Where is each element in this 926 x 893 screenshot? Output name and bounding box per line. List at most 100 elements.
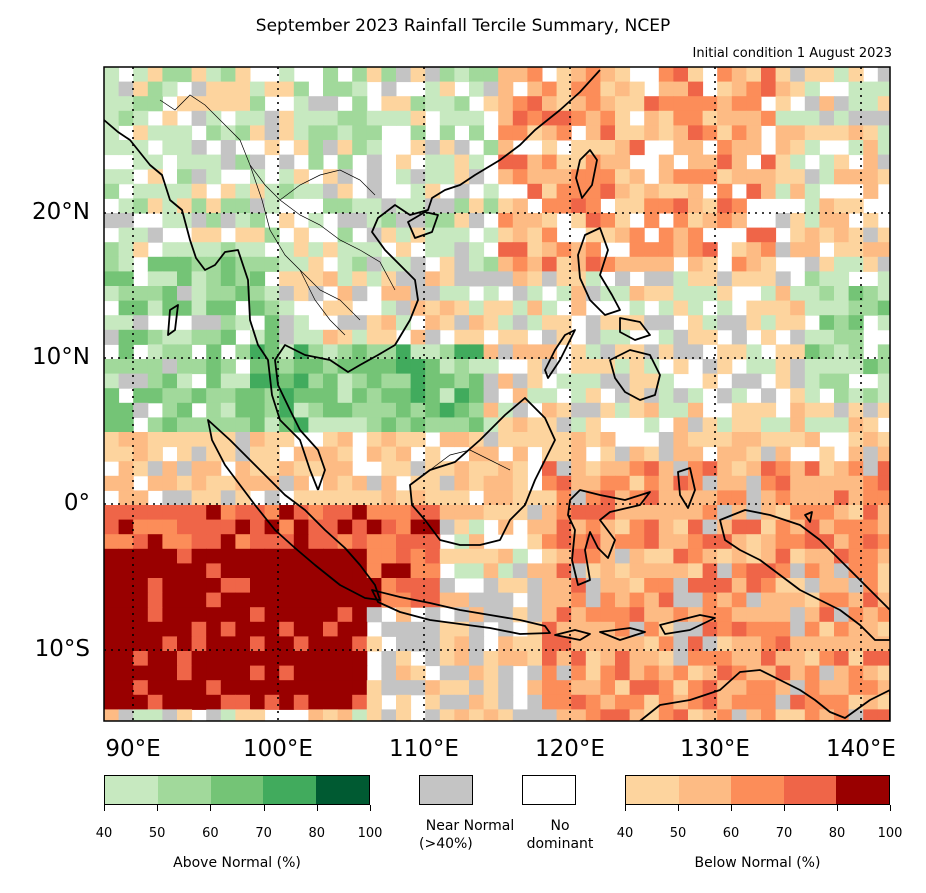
grid-cell xyxy=(644,578,660,594)
grid-cell xyxy=(629,140,645,156)
grid-cell xyxy=(761,329,777,345)
no-dominant-swatch xyxy=(522,775,576,805)
grid-cell xyxy=(819,359,835,375)
grid-cell xyxy=(688,563,704,579)
grid-cell xyxy=(644,694,660,710)
grid-cell xyxy=(206,490,222,506)
grid-cell xyxy=(629,505,645,521)
grid-cell xyxy=(396,709,412,721)
grid-cell xyxy=(658,475,674,491)
grid-cell xyxy=(177,432,193,448)
grid-cell xyxy=(469,519,485,535)
grid-cell xyxy=(308,388,324,404)
grid-cell xyxy=(177,519,193,535)
grid-cell xyxy=(323,198,339,214)
grid-cell xyxy=(702,694,718,710)
grid-cell xyxy=(571,680,587,696)
grid-cell xyxy=(323,461,339,477)
grid-cell xyxy=(439,344,455,360)
grid-cell xyxy=(585,110,601,126)
grid-cell xyxy=(731,154,747,170)
grid-cell xyxy=(731,563,747,579)
grid-cell xyxy=(425,563,441,579)
grid-cell xyxy=(819,110,835,126)
grid-cell xyxy=(877,694,890,710)
grid-cell xyxy=(717,183,733,199)
grid-cell xyxy=(746,402,762,418)
grid-cell xyxy=(410,680,426,696)
grid-cell xyxy=(162,359,178,375)
grid-cell xyxy=(177,665,193,681)
grid-cell xyxy=(600,213,616,229)
grid-cell xyxy=(600,607,616,623)
grid-cell xyxy=(250,110,266,126)
grid-cell xyxy=(527,563,543,579)
grid-cell xyxy=(498,329,514,345)
grid-cell xyxy=(469,548,485,564)
grid-cell xyxy=(469,680,485,696)
grid-cell xyxy=(731,256,747,272)
grid-cell xyxy=(761,475,777,491)
grid-cell xyxy=(761,256,777,272)
grid-cell xyxy=(600,359,616,375)
grid-cell xyxy=(293,548,309,564)
grid-cell xyxy=(585,417,601,433)
grid-cell xyxy=(469,329,485,345)
grid-cell xyxy=(746,432,762,448)
grid-cell xyxy=(629,198,645,214)
grid-cell xyxy=(352,271,368,287)
grid-cell xyxy=(600,651,616,667)
grid-cell xyxy=(731,446,747,462)
grid-cell xyxy=(352,96,368,112)
grid-cell xyxy=(688,505,704,521)
grid-cell xyxy=(352,475,368,491)
grid-cell xyxy=(177,242,193,258)
grid-cell xyxy=(469,125,485,141)
grid-cell xyxy=(527,607,543,623)
grid-cell xyxy=(104,519,120,535)
grid-cell xyxy=(600,81,616,97)
grid-cell xyxy=(688,329,704,345)
grid-cell xyxy=(250,548,266,564)
grid-cell xyxy=(396,242,412,258)
grid-cell xyxy=(790,300,806,316)
grid-cell xyxy=(834,694,850,710)
grid-cell xyxy=(527,636,543,652)
grid-cell xyxy=(177,140,193,156)
grid-cell xyxy=(162,534,178,550)
grid-cell xyxy=(235,694,251,710)
grid-cell xyxy=(775,359,791,375)
grid-cell xyxy=(775,183,791,199)
grid-cell xyxy=(337,315,353,331)
grid-cell xyxy=(717,651,733,667)
grid-cell xyxy=(425,417,441,433)
grid-cell xyxy=(396,300,412,316)
grid-cell xyxy=(425,169,441,185)
grid-cell xyxy=(191,286,207,302)
grid-cell xyxy=(542,636,558,652)
grid-cell xyxy=(790,315,806,331)
grid-cell xyxy=(498,227,514,243)
grid-cell xyxy=(147,548,163,564)
grid-cell xyxy=(819,592,835,608)
grid-cell xyxy=(220,709,236,721)
near-normal-caption: Near Normal (>40%) xyxy=(405,817,535,853)
grid-cell xyxy=(250,665,266,681)
grid-cell xyxy=(483,563,499,579)
grid-cell xyxy=(352,402,368,418)
grid-cell xyxy=(352,140,368,156)
grid-cell xyxy=(323,534,339,550)
grid-cell xyxy=(454,490,470,506)
grid-cell xyxy=(133,563,149,579)
grid-cell xyxy=(381,213,397,229)
grid-cell xyxy=(717,140,733,156)
grid-cell xyxy=(644,286,660,302)
grid-cell xyxy=(177,417,193,433)
grid-cell xyxy=(775,607,791,623)
grid-cell xyxy=(702,96,718,112)
grid-cell xyxy=(542,256,558,272)
grid-cell xyxy=(658,534,674,550)
grid-cell xyxy=(308,359,324,375)
colorbar-tickmark xyxy=(837,805,838,811)
grid-cell xyxy=(366,256,382,272)
